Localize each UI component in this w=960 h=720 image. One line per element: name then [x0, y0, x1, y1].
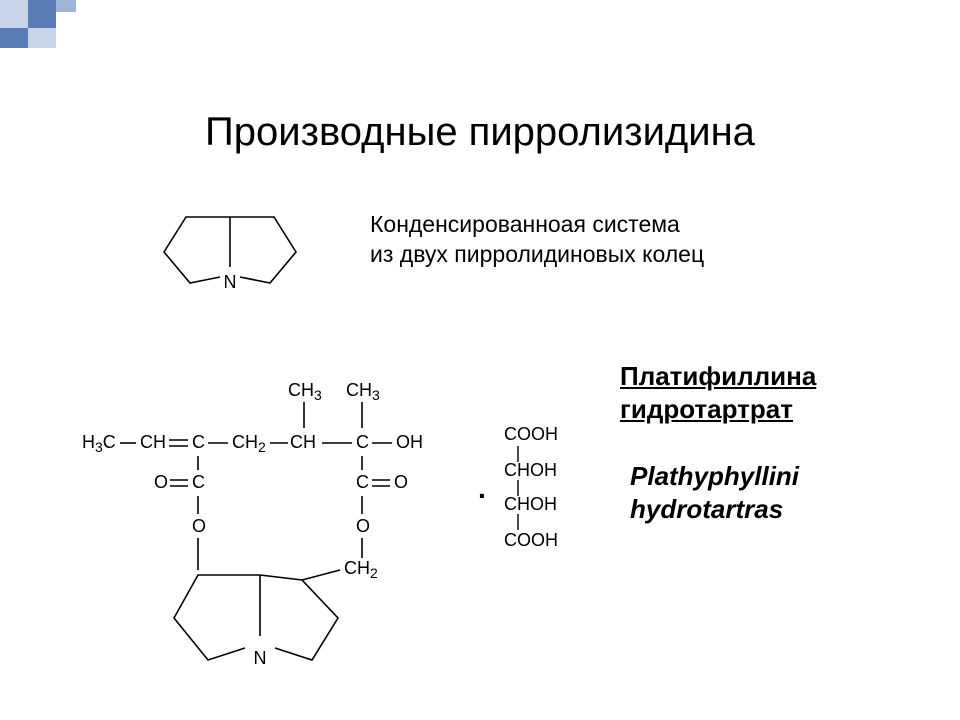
- drug-la-line2: hydrotartras: [630, 493, 799, 526]
- ch3-label-2: CH3: [346, 380, 380, 403]
- description-text: Конденсированноая система из двух пиррол…: [370, 210, 704, 270]
- tart-4: COOH: [504, 530, 558, 550]
- corner-decoration: [0, 0, 120, 60]
- desc-line-2: из двух пирролидиновых колец: [370, 240, 704, 270]
- c-label-3: C: [192, 472, 205, 492]
- desc-line-1: Конденсированноая система: [370, 210, 704, 240]
- c-label-1: C: [192, 432, 205, 452]
- ch3-label-1: CH3: [288, 380, 322, 403]
- tart-2: CHOH: [504, 460, 557, 480]
- pyrrolizidine-structure: N: [150, 205, 310, 305]
- ch-label-1: CH: [140, 432, 166, 452]
- o-label-4: O: [356, 516, 370, 536]
- slide-title: Производные пирролизидина: [0, 110, 960, 155]
- n-label-2: N: [254, 648, 267, 668]
- drug-ru-line2: гидротартрат: [620, 393, 816, 426]
- tart-3: CHOH: [504, 494, 557, 514]
- c-label-2: C: [356, 432, 369, 452]
- h3c-label: H3C: [82, 432, 116, 455]
- salt-dot: ·: [478, 480, 487, 512]
- tart-1: COOH: [504, 424, 558, 444]
- platyphyllin-structure: H3C CH C CH2 CH C OH CH3 CH3 O C C O O O…: [70, 370, 470, 695]
- n-label: N: [224, 272, 237, 292]
- tartaric-acid-structure: COOH CHOH CHOH COOH: [500, 420, 610, 575]
- c-label-4: C: [356, 472, 369, 492]
- drug-name-latin: Plathyphyllini hydrotartras: [630, 460, 799, 525]
- o-label-2: O: [394, 472, 408, 492]
- drug-name-russian: Платифиллина гидротартрат: [620, 360, 816, 425]
- drug-la-line1: Plathyphyllini: [630, 460, 799, 493]
- o-label-3: O: [192, 516, 206, 536]
- o-label-1: O: [154, 472, 168, 492]
- ch2-label-1: CH2: [232, 432, 266, 455]
- drug-ru-line1: Платифиллина: [620, 360, 816, 393]
- oh-label: OH: [396, 432, 423, 452]
- ch2-label-2: CH2: [344, 558, 378, 581]
- ch-label-2: CH: [290, 432, 316, 452]
